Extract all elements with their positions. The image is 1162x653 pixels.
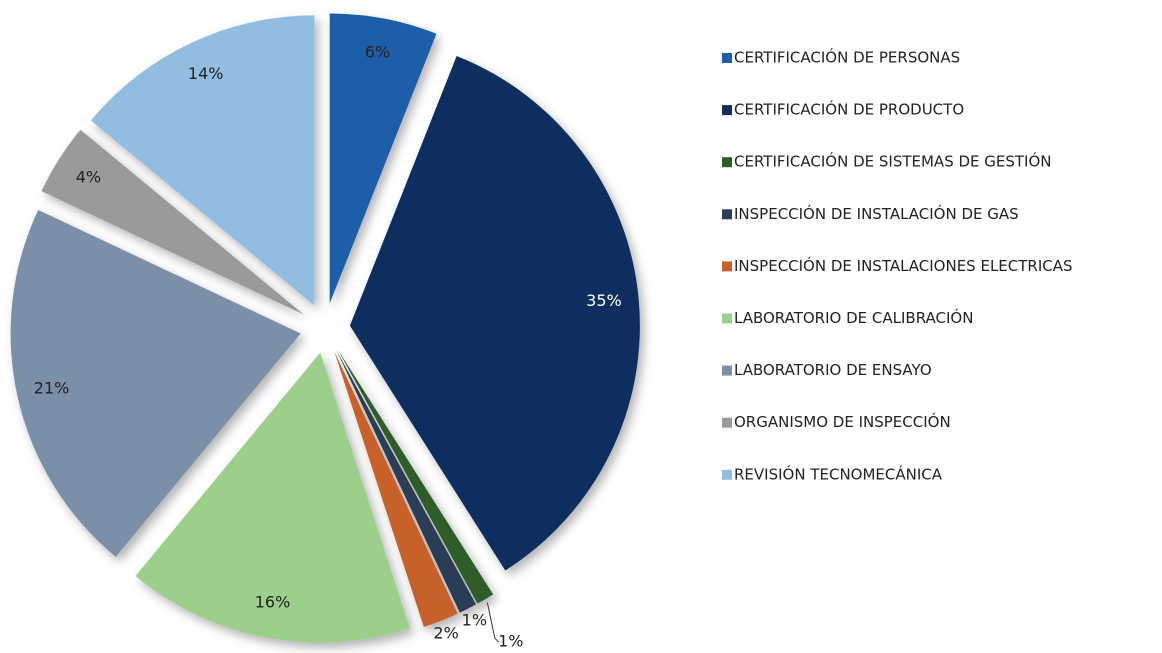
legend-marker <box>722 469 732 480</box>
legend-label: CERTIFICACIÓN DE PERSONAS <box>734 48 960 67</box>
legend-label: LABORATORIO DE ENSAYO <box>734 361 932 379</box>
data-label: 16% <box>255 593 291 612</box>
data-label: 6% <box>365 42 390 61</box>
data-label: 4% <box>76 167 101 186</box>
legend-marker <box>722 313 732 324</box>
legend-label: INSPECCIÓN DE INSTALACIONES ELECTRICAS <box>734 256 1073 275</box>
pie-slice <box>90 15 315 306</box>
data-label: 14% <box>188 64 224 83</box>
legend-label: LABORATORIO DE CALIBRACIÓN <box>734 308 973 327</box>
pie-slice <box>135 352 410 643</box>
pie-slice <box>349 56 640 571</box>
legend-marker <box>722 365 732 376</box>
pie-slice <box>329 13 437 304</box>
data-label: 21% <box>34 379 70 398</box>
pie-slice <box>334 351 458 628</box>
pie-slice <box>41 129 304 315</box>
data-label: 1% <box>498 632 523 651</box>
legend-label: ORGANISMO DE INSPECCIÓN <box>734 412 951 431</box>
data-label: 1% <box>462 611 487 630</box>
leader-line <box>486 602 500 643</box>
data-label: 2% <box>433 623 458 642</box>
legend-label: REVISIÓN TECNOMECÁNICA <box>734 464 943 483</box>
legend-label: CERTIFICACIÓN DE SISTEMAS DE GESTIÓN <box>734 152 1052 171</box>
legend-label: CERTIFICACIÓN DE PRODUCTO <box>734 100 964 119</box>
pie-slice <box>10 209 301 557</box>
legend-marker <box>722 157 732 168</box>
data-label: 35% <box>586 291 622 310</box>
pie-slice <box>337 349 494 604</box>
pie <box>10 13 640 643</box>
legend-marker <box>722 417 732 428</box>
pie-slice <box>336 350 477 613</box>
legend-marker <box>722 53 732 63</box>
legend-marker <box>722 261 732 272</box>
legend-label: INSPECCIÓN DE INSTALACIÓN DE GAS <box>734 204 1019 223</box>
legend-marker <box>722 105 732 116</box>
legend-marker <box>722 209 732 220</box>
